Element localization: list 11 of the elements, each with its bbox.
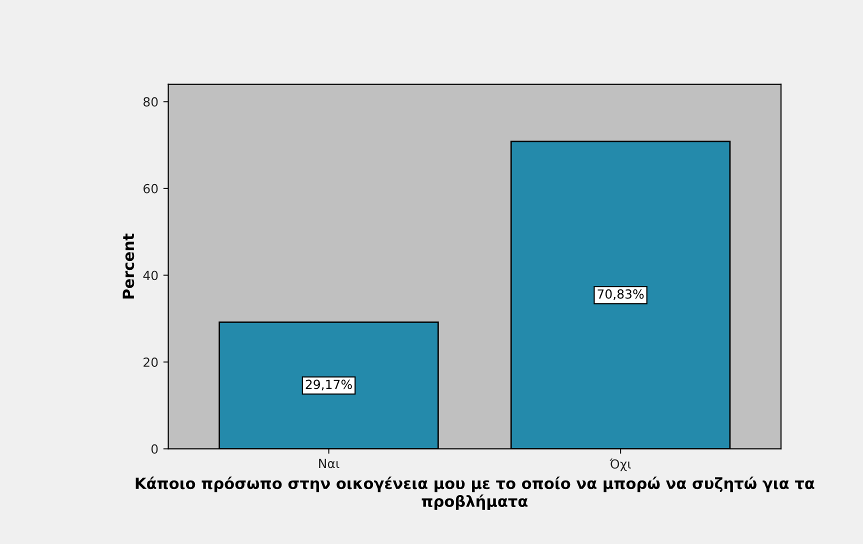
x-axis-title: Κάποιο πρόσωπο στην οικογένεια μου με το οποίο να μπορώ να συζητώ για τα προβλήματα	[136, 476, 814, 510]
y-tick-label: 40	[143, 270, 158, 280]
y-tick-label: 60	[144, 184, 158, 194]
y-tick-label: 20	[144, 357, 158, 367]
x-tick-label: Όχι	[610, 458, 631, 472]
x-tick-label: Ναι	[319, 458, 340, 468]
data-label: 70,83%	[598, 289, 644, 300]
y-tick-label: 0	[151, 444, 158, 454]
y-tick-label: 80	[144, 97, 158, 107]
y-axis-title: Percent	[122, 234, 134, 299]
data-label: 29,17%	[306, 380, 352, 390]
